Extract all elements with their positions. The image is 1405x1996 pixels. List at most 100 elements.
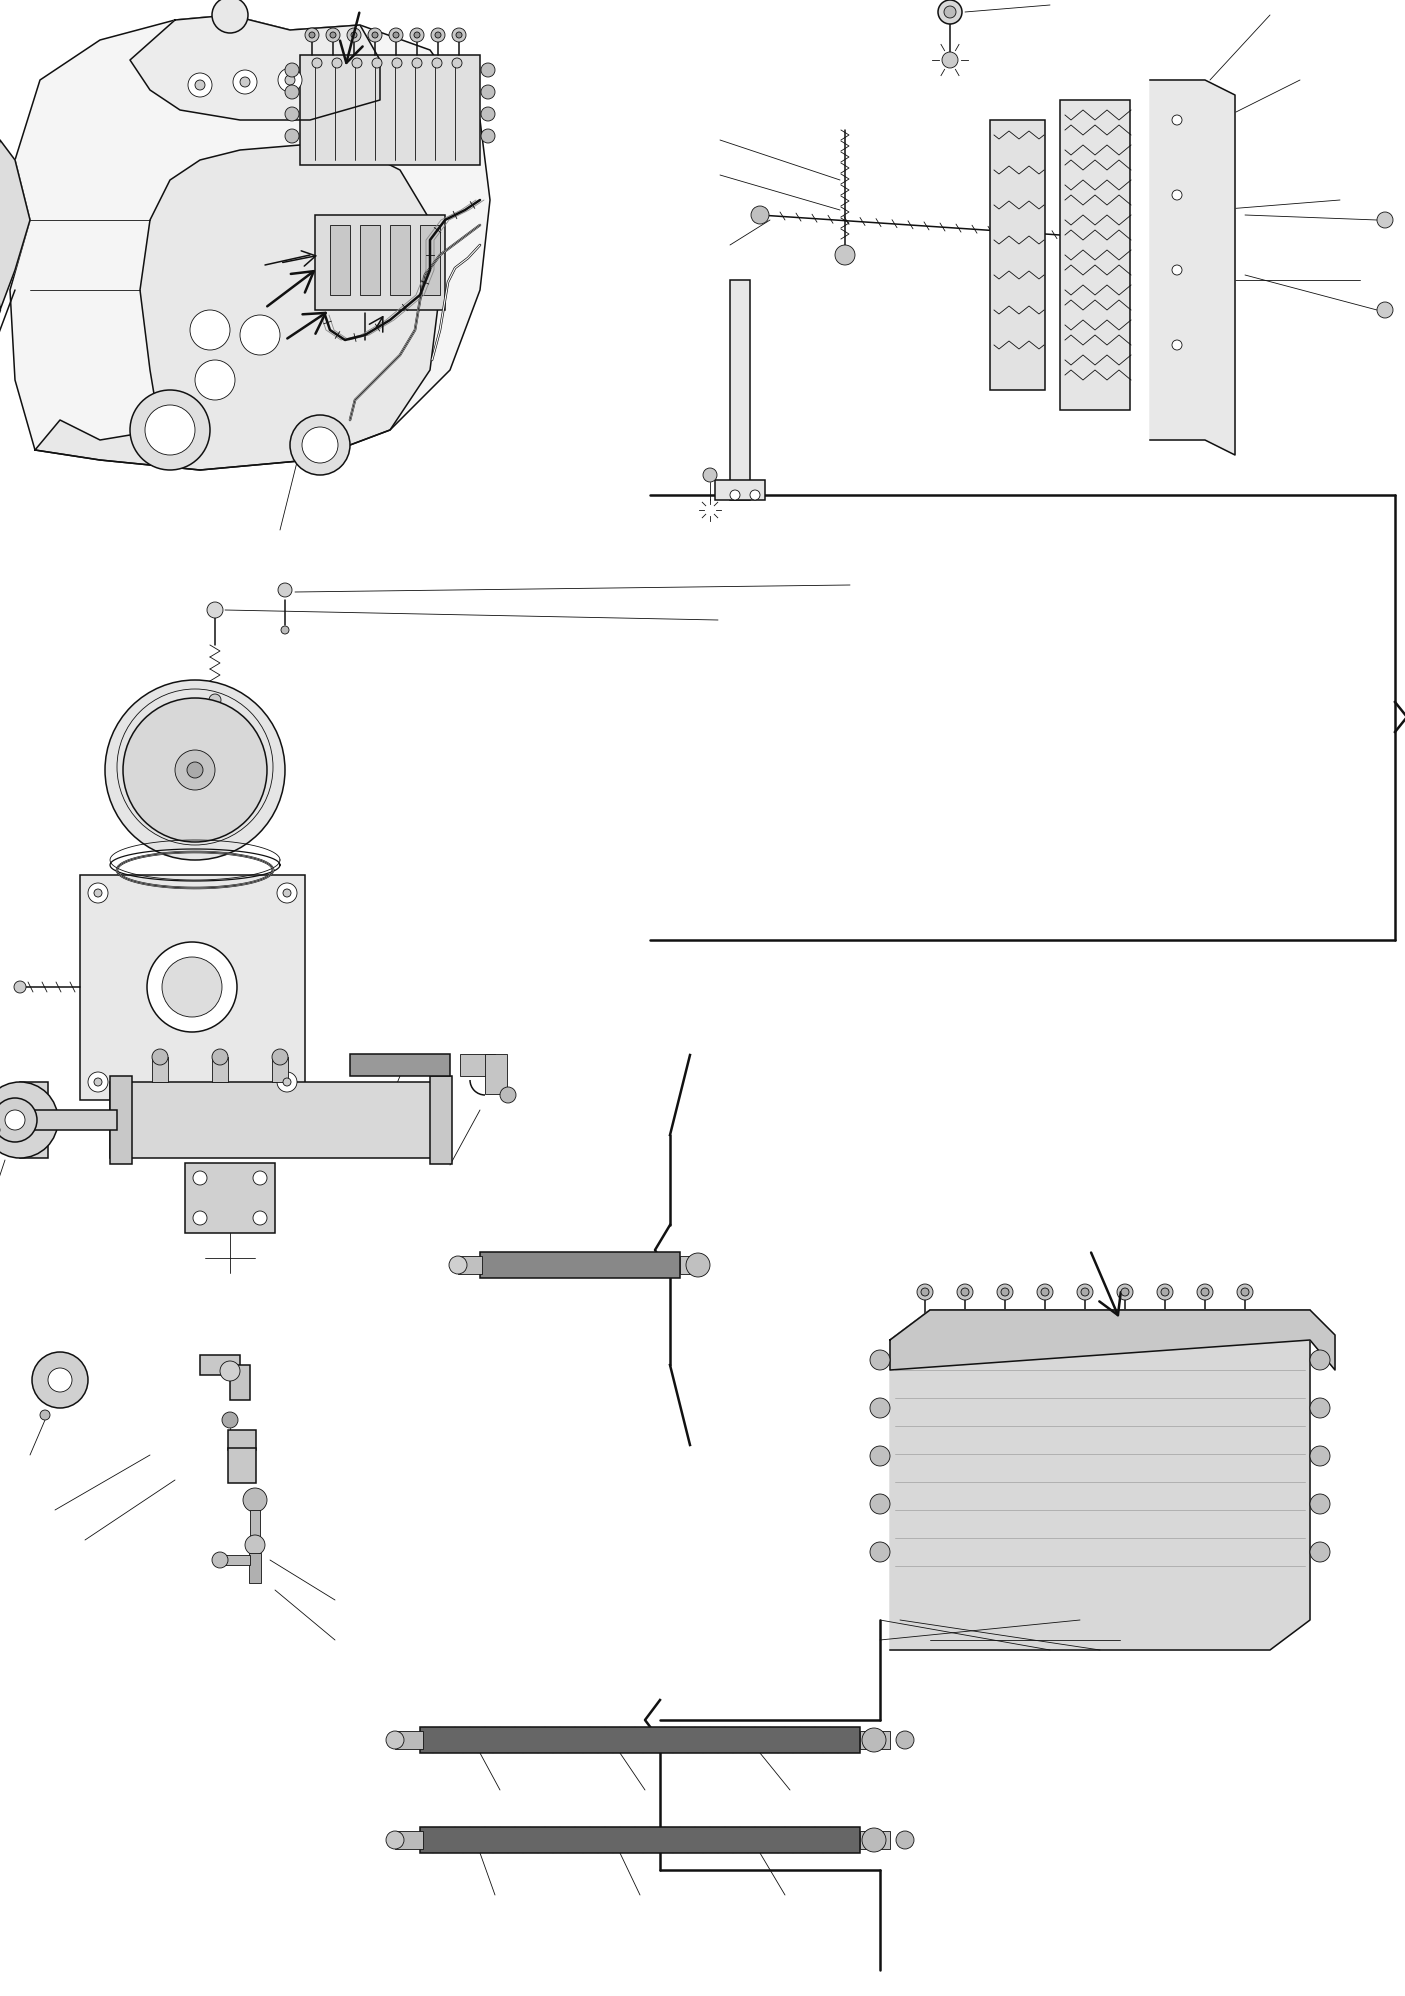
Bar <box>860 1731 889 1748</box>
Circle shape <box>481 130 495 144</box>
Circle shape <box>392 58 402 68</box>
Bar <box>420 1826 860 1852</box>
Circle shape <box>750 489 760 501</box>
Circle shape <box>332 58 341 68</box>
Circle shape <box>835 246 856 265</box>
Circle shape <box>148 942 237 1032</box>
Circle shape <box>1041 1287 1050 1295</box>
Bar <box>420 1727 860 1752</box>
Bar <box>481 1251 680 1277</box>
Circle shape <box>212 1553 228 1569</box>
Circle shape <box>243 1487 267 1513</box>
Circle shape <box>351 32 357 38</box>
Bar <box>715 479 764 501</box>
Bar <box>458 1255 482 1273</box>
Circle shape <box>1236 1283 1253 1299</box>
Circle shape <box>1377 212 1392 228</box>
Circle shape <box>176 750 215 790</box>
Circle shape <box>1241 1287 1249 1295</box>
Circle shape <box>431 58 443 68</box>
Circle shape <box>330 32 336 38</box>
Circle shape <box>1172 339 1182 349</box>
Circle shape <box>1080 1287 1089 1295</box>
Circle shape <box>481 108 495 122</box>
Circle shape <box>1172 265 1182 275</box>
Bar <box>20 1082 48 1158</box>
Bar <box>25 1110 117 1130</box>
Circle shape <box>282 888 291 896</box>
Bar <box>430 1076 452 1164</box>
Circle shape <box>998 1283 1013 1299</box>
Circle shape <box>124 699 267 842</box>
Circle shape <box>192 1212 207 1226</box>
Circle shape <box>1309 1445 1331 1465</box>
Circle shape <box>253 1212 267 1226</box>
Circle shape <box>939 0 962 24</box>
Circle shape <box>944 6 955 18</box>
Circle shape <box>870 1445 889 1465</box>
Circle shape <box>1197 1283 1213 1299</box>
Circle shape <box>326 28 340 42</box>
Circle shape <box>452 28 466 42</box>
Circle shape <box>285 108 299 122</box>
Circle shape <box>941 52 958 68</box>
Circle shape <box>436 32 441 38</box>
Bar <box>731 279 750 501</box>
Circle shape <box>1201 1287 1208 1295</box>
Polygon shape <box>131 16 379 120</box>
Circle shape <box>152 1050 169 1066</box>
Bar <box>228 1429 256 1449</box>
Circle shape <box>212 0 249 34</box>
Circle shape <box>278 68 302 92</box>
Circle shape <box>289 415 350 475</box>
Circle shape <box>1161 1287 1169 1295</box>
Circle shape <box>368 28 382 42</box>
Circle shape <box>1309 1397 1331 1417</box>
Circle shape <box>500 1088 516 1104</box>
Circle shape <box>922 1287 929 1295</box>
Circle shape <box>222 1411 237 1427</box>
Circle shape <box>233 70 257 94</box>
Circle shape <box>48 1367 72 1391</box>
Circle shape <box>389 28 403 42</box>
Bar <box>230 1365 250 1399</box>
Bar <box>250 1511 260 1541</box>
Circle shape <box>305 28 319 42</box>
Bar <box>185 1164 275 1234</box>
Circle shape <box>393 32 399 38</box>
Bar <box>249 1553 261 1583</box>
Bar <box>273 1058 288 1082</box>
Circle shape <box>273 1050 288 1066</box>
Circle shape <box>1121 1287 1130 1295</box>
Circle shape <box>195 80 205 90</box>
Circle shape <box>312 58 322 68</box>
Polygon shape <box>35 146 440 469</box>
Circle shape <box>1117 1283 1132 1299</box>
Bar <box>200 1355 240 1375</box>
Circle shape <box>481 86 495 100</box>
Circle shape <box>162 956 222 1018</box>
Circle shape <box>14 980 27 992</box>
Circle shape <box>452 58 462 68</box>
Bar <box>485 1054 507 1094</box>
Bar <box>330 226 350 295</box>
Circle shape <box>145 405 195 455</box>
Circle shape <box>253 1172 267 1186</box>
Circle shape <box>207 603 223 619</box>
Polygon shape <box>1151 80 1235 455</box>
Circle shape <box>1078 1283 1093 1299</box>
Circle shape <box>285 130 299 144</box>
Circle shape <box>481 64 495 78</box>
Bar <box>1059 100 1130 409</box>
Polygon shape <box>10 16 490 469</box>
Circle shape <box>188 74 212 98</box>
Circle shape <box>414 32 420 38</box>
Circle shape <box>277 1072 296 1092</box>
Polygon shape <box>889 1309 1335 1369</box>
Circle shape <box>686 1253 710 1277</box>
Circle shape <box>240 315 280 355</box>
Circle shape <box>190 309 230 349</box>
Bar <box>110 1082 450 1158</box>
Bar <box>212 1058 228 1082</box>
Circle shape <box>870 1493 889 1515</box>
